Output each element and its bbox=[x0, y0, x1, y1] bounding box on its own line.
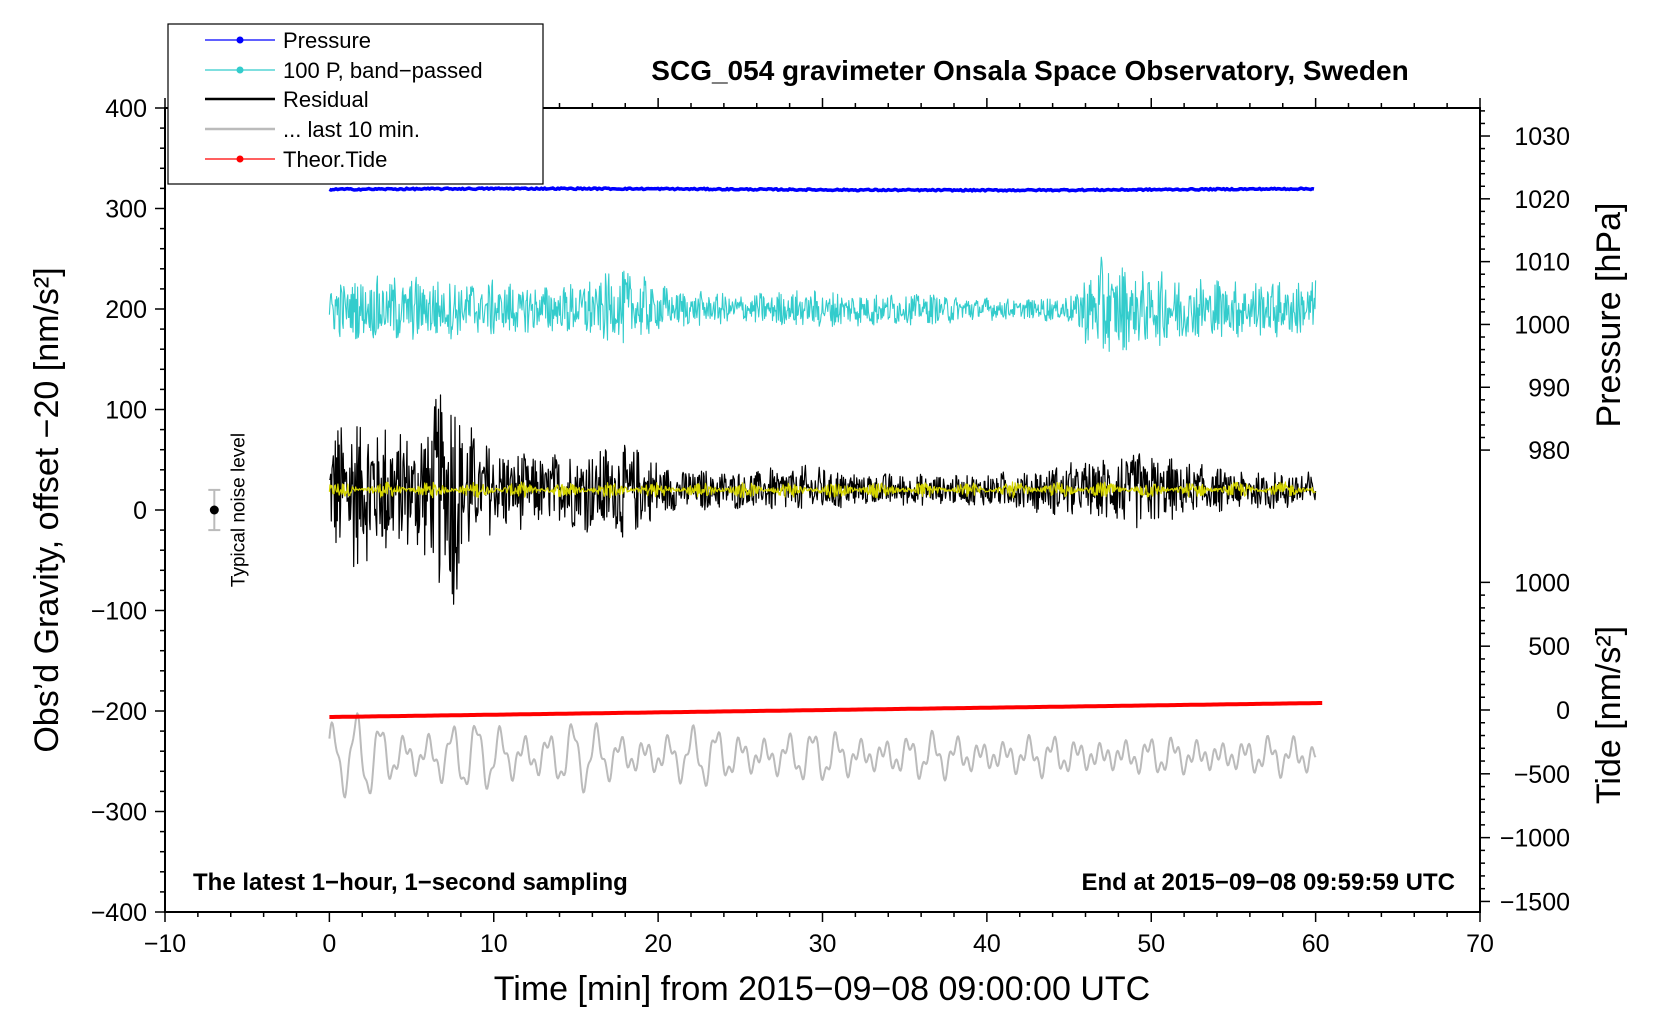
legend: Pressure 100 P, band−passed Residual ...… bbox=[167, 23, 544, 185]
x-tick-label: −10 bbox=[144, 930, 186, 958]
y-tick-label: 300 bbox=[105, 196, 147, 224]
legend-label-residual: Residual bbox=[283, 87, 369, 112]
legend-dot-bandpassed bbox=[236, 66, 244, 74]
series-line-bandpassed bbox=[328, 256, 1317, 352]
x-tick-label: 10 bbox=[480, 930, 508, 958]
tide-tick-label: −500 bbox=[1514, 761, 1570, 789]
y-tick-label: 100 bbox=[105, 397, 147, 425]
series-layer bbox=[328, 186, 1323, 799]
series-line-pressure bbox=[328, 186, 1315, 193]
legend-label-last10: ... last 10 min. bbox=[283, 117, 420, 142]
series-line-residual-filtered bbox=[328, 481, 1316, 499]
y-tick-label: −200 bbox=[91, 698, 147, 726]
x-tick-label: 40 bbox=[973, 930, 1001, 958]
pressure-tick-label: 1010 bbox=[1514, 249, 1570, 277]
ticks: −10 0 10 20 30 40 50 60 704003002001000−100−200−… bbox=[91, 95, 1570, 958]
x-tick-label: 70 bbox=[1466, 930, 1494, 958]
pressure-tick-label: 1030 bbox=[1514, 123, 1570, 151]
tide-tick-label: 1000 bbox=[1514, 569, 1570, 597]
y-axis-title-tide: Tide [nm/s²] bbox=[1590, 626, 1628, 804]
y-tick-label: 0 bbox=[133, 497, 147, 525]
x-tick-label: 20 bbox=[644, 930, 672, 958]
legend-entry-bandpassed: 100 P, band−passed bbox=[205, 58, 483, 83]
chart-title: SCG_054 gravimeter Onsala Space Observat… bbox=[651, 55, 1408, 86]
annotation-bottom-left: The latest 1−hour, 1−second sampling bbox=[193, 869, 628, 896]
y-tick-label: −100 bbox=[91, 598, 147, 626]
pressure-tick-label: 1000 bbox=[1514, 311, 1570, 339]
legend-entry-tide: Theor.Tide bbox=[205, 147, 387, 172]
y-tick-label: −400 bbox=[91, 899, 147, 927]
y-tick-label: −300 bbox=[91, 799, 147, 827]
noise-label: Typical noise level bbox=[228, 433, 249, 587]
tide-tick-label: −1000 bbox=[1500, 825, 1570, 853]
tide-tick-label: 500 bbox=[1528, 633, 1570, 661]
legend-entry-pressure: Pressure bbox=[205, 28, 371, 53]
legend-dot-tide bbox=[236, 155, 244, 163]
legend-entry-residual: Residual bbox=[205, 87, 369, 112]
series-line-last10 bbox=[328, 712, 1317, 799]
legend-entry-last10: ... last 10 min. bbox=[205, 117, 420, 142]
y-tick-label: 400 bbox=[105, 95, 147, 123]
noise-marker: Typical noise level bbox=[208, 433, 249, 587]
x-axis-title: Time [min] from 2015−09−08 09:00:00 UTC bbox=[494, 970, 1150, 1008]
legend-label-pressure: Pressure bbox=[283, 28, 371, 53]
x-tick-label: 0 bbox=[322, 930, 336, 958]
pressure-tick-label: 1020 bbox=[1514, 186, 1570, 214]
x-tick-label: 30 bbox=[809, 930, 837, 958]
y-axis-title-pressure: Pressure [hPa] bbox=[1590, 203, 1628, 428]
legend-label-bandpassed: 100 P, band−passed bbox=[283, 58, 483, 83]
x-tick-label: 60 bbox=[1302, 930, 1330, 958]
series-line-tide bbox=[329, 701, 1323, 719]
noise-point bbox=[209, 505, 219, 515]
annotation-bottom-right: End at 2015−09−08 09:59:59 UTC bbox=[1081, 869, 1455, 896]
tide-tick-label: 0 bbox=[1556, 697, 1570, 725]
y-axis-title-left: Obs’d Gravity, offset −20 [nm/s²] bbox=[28, 267, 66, 752]
tide-tick-label: −1500 bbox=[1500, 888, 1570, 916]
pressure-tick-label: 990 bbox=[1528, 374, 1570, 402]
legend-dot-pressure bbox=[236, 36, 244, 44]
pressure-tick-label: 980 bbox=[1528, 437, 1570, 465]
y-tick-label: 200 bbox=[105, 296, 147, 324]
legend-label-tide: Theor.Tide bbox=[283, 147, 387, 172]
legend-box bbox=[167, 23, 544, 185]
x-tick-label: 50 bbox=[1137, 930, 1165, 958]
series-line-residual bbox=[328, 394, 1317, 605]
